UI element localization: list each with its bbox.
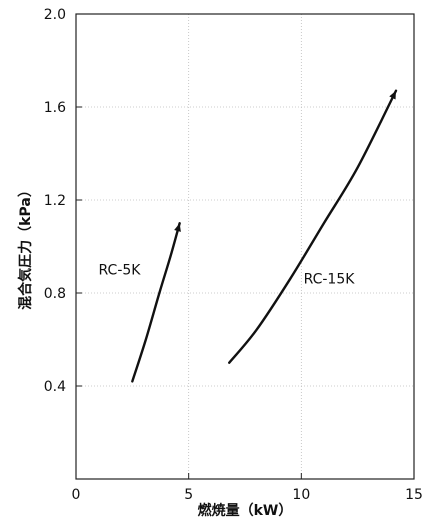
- plot-frame: [75, 13, 415, 480]
- series-label-rc-15k: RC-15K: [304, 272, 356, 288]
- x-tick-label: 15: [405, 487, 423, 503]
- y-tick-label: 0.8: [44, 286, 66, 302]
- series-lines: [131, 89, 398, 383]
- axes: [75, 13, 415, 480]
- x-tick-label: 5: [184, 487, 193, 503]
- series-line-2: [228, 89, 398, 364]
- series-arrow-1: [174, 223, 181, 232]
- y-tick-label: 0.4: [44, 379, 66, 395]
- series-line-1: [131, 222, 181, 383]
- y-axis-title: 混合気圧力（kPa）: [17, 183, 34, 310]
- series-label-rc-5k: RC-5K: [99, 262, 142, 278]
- x-axis-title: 燃焼量（kW）: [198, 502, 293, 519]
- x-tick-label: 10: [292, 487, 310, 503]
- x-tick-label: 0: [72, 487, 81, 503]
- y-tick-label: 2.0: [44, 7, 66, 23]
- y-tick-label: 1.2: [44, 193, 66, 209]
- tick-and-series-labels: 0.4 0.8 1.2 1.6 2.0 0 5 10 15 RC-5K RC-15K: [44, 7, 423, 503]
- series-arrow-2: [389, 90, 396, 100]
- y-tick-label: 1.6: [44, 100, 66, 116]
